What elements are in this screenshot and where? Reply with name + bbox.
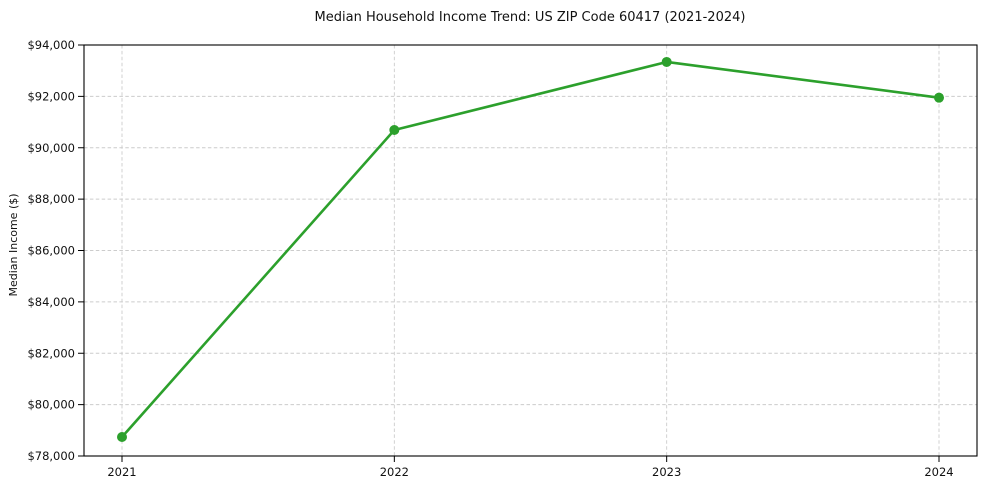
grid-layer [84, 44, 977, 457]
y-tick-label: $90,000 [27, 141, 75, 155]
chart-title: Median Household Income Trend: US ZIP Co… [315, 10, 746, 25]
y-tick-label: $94,000 [27, 38, 75, 52]
data-point-2022 [389, 125, 400, 136]
data-point-2024 [934, 92, 944, 103]
y-tick-label: $92,000 [27, 89, 75, 103]
y-axis-label: Median Income ($) [7, 193, 20, 296]
y-tick-label: $86,000 [27, 244, 75, 258]
income-trend-line [120, 60, 941, 439]
x-tick-label: 2023 [652, 465, 681, 479]
y-tick-label: $78,000 [27, 449, 75, 463]
y-tick-label: $84,000 [27, 295, 75, 309]
x-tick-label: 2022 [380, 465, 409, 479]
x-tick-label: 2024 [924, 465, 953, 479]
axes-layer: $78,000 $80,000 $82,000 $84,000 $86,000 $88,0… [27, 38, 978, 479]
data-point-2023 [661, 56, 672, 67]
y-tick-label: $80,000 [27, 398, 75, 412]
x-tick-label: 2021 [107, 465, 136, 479]
y-tick-label: $82,000 [27, 346, 75, 360]
data-point-2021 [117, 431, 127, 442]
y-tick-label: $88,000 [27, 192, 75, 206]
series-layer [117, 56, 944, 442]
plot-border [83, 44, 978, 457]
